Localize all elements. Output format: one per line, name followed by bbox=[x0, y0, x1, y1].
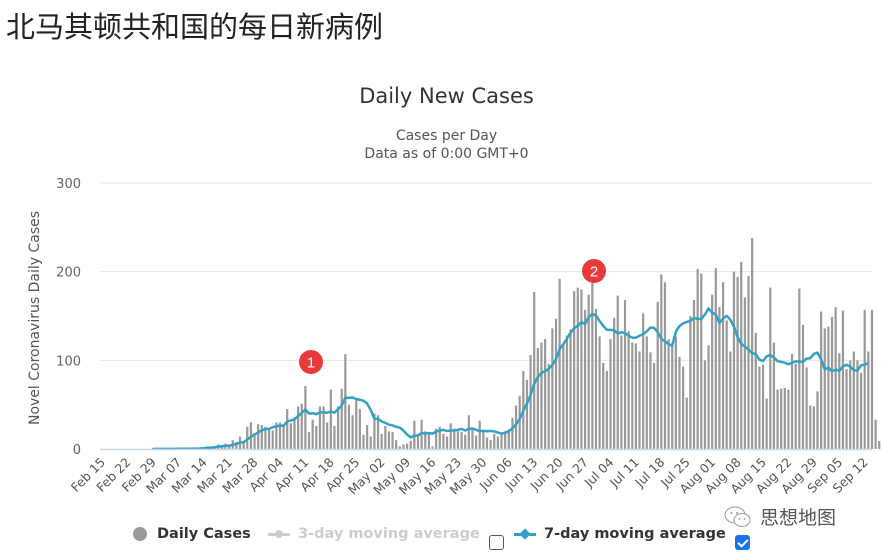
legend-item-7day-average[interactable]: 7-day moving average bbox=[514, 526, 726, 542]
three-day-average-checkbox[interactable] bbox=[489, 535, 504, 550]
watermark-text: 思想地图 bbox=[760, 507, 837, 529]
chart-subtitle: Cases per Day Data as of 0:00 GMT+0 bbox=[0, 127, 881, 163]
legend-item-3day-average[interactable]: 3-day moving average bbox=[268, 526, 480, 542]
annotation-marker-2[interactable]: 2 bbox=[582, 259, 606, 283]
seven-day-line-marker-icon bbox=[514, 527, 536, 540]
wechat-icon bbox=[724, 506, 751, 527]
chart-subtitle-line1: Cases per Day bbox=[395, 128, 498, 144]
seven-day-average-checkbox[interactable] bbox=[735, 535, 750, 550]
legend-label-3day-average: 3-day moving average bbox=[298, 526, 480, 542]
legend-label-daily-cases: Daily Cases bbox=[157, 526, 251, 542]
annotation-label-1: 1 bbox=[307, 355, 315, 372]
chart-title: Daily New Cases bbox=[359, 84, 534, 108]
legend-item-daily-cases[interactable]: Daily Cases bbox=[133, 526, 251, 542]
daily-cases-marker-icon bbox=[133, 527, 147, 541]
legend-label-7day-average: 7-day moving average bbox=[544, 526, 726, 542]
svg-text:300: 300 bbox=[56, 177, 81, 192]
page-title: 北马其顿共和国的每日新病例 bbox=[6, 10, 384, 44]
chart-subtitle-line2: Data as of 0:00 GMT+0 bbox=[364, 146, 529, 162]
y-axis-labels: 0 100 200 300 bbox=[56, 177, 81, 458]
annotation-label-2: 2 bbox=[590, 264, 598, 281]
y-axis-title: Novel Coronavirus Daily Cases bbox=[27, 211, 43, 425]
svg-text:200: 200 bbox=[56, 266, 81, 281]
annotation-marker-1[interactable]: 1 bbox=[299, 350, 323, 374]
y-gridlines bbox=[100, 182, 872, 361]
daily-cases-bars[interactable] bbox=[151, 237, 881, 449]
svg-text:0: 0 bbox=[73, 443, 81, 458]
watermark: 思想地图 bbox=[724, 503, 836, 530]
three-day-line-marker-icon bbox=[268, 529, 290, 538]
seven-day-average-line[interactable] bbox=[152, 307, 869, 451]
svg-text:100: 100 bbox=[56, 354, 81, 369]
